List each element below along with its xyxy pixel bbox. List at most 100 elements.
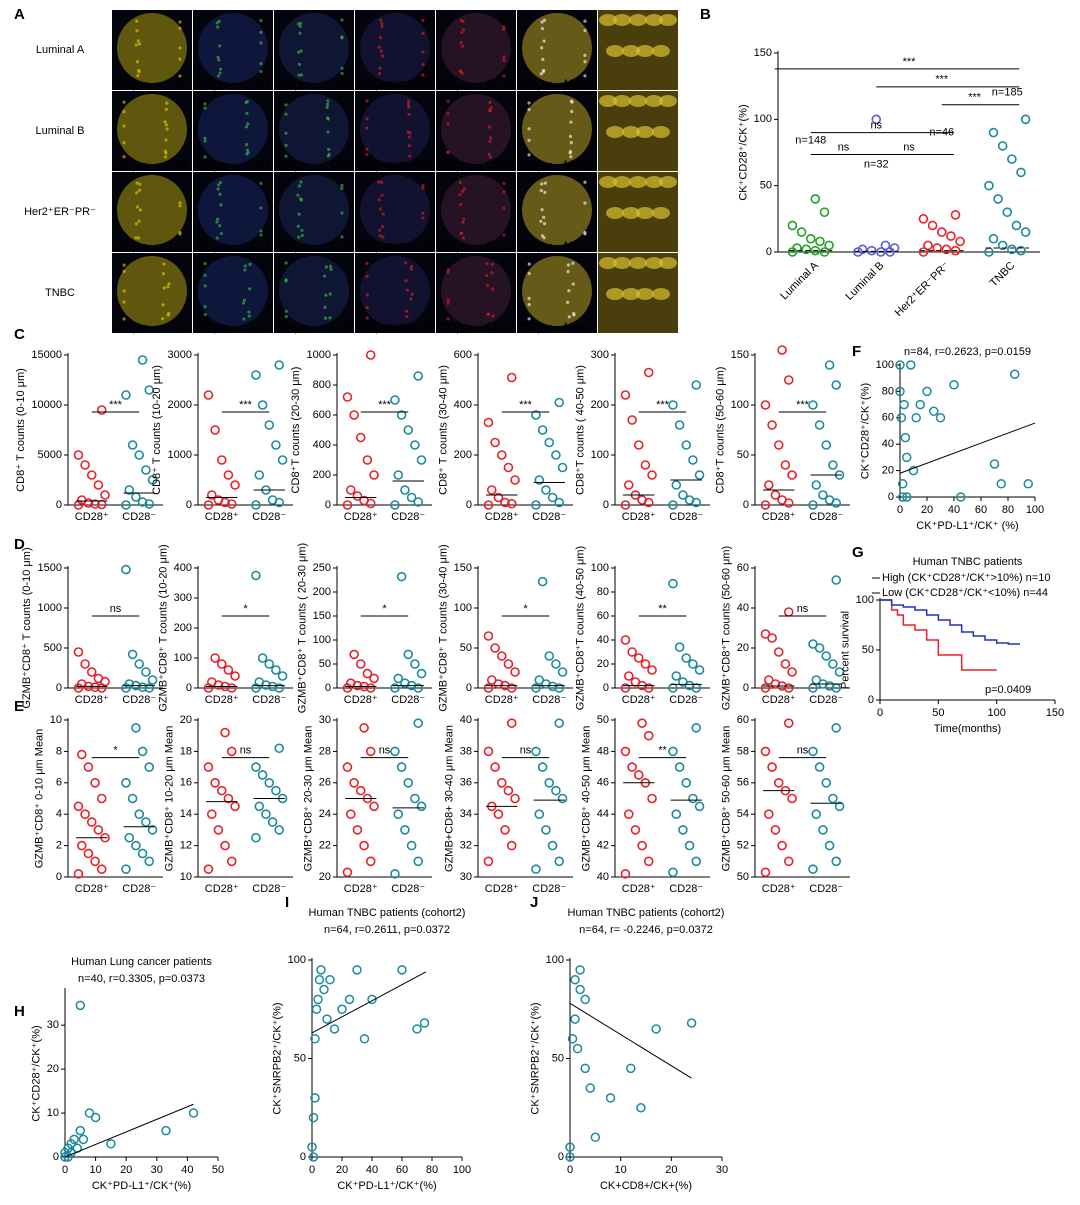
data-point bbox=[814, 762, 825, 772]
y-tick-label: 500 bbox=[44, 642, 62, 654]
cell-cluster bbox=[599, 257, 617, 269]
data-point bbox=[691, 380, 702, 390]
channel-label: CD8 bbox=[330, 240, 352, 252]
y-axis-label: CK⁺SNRPB2⁺/CK⁺(%) bbox=[529, 1002, 541, 1114]
cell-signal bbox=[404, 279, 408, 283]
data-point bbox=[106, 1139, 116, 1149]
cell-signal bbox=[248, 262, 252, 266]
tissue-core bbox=[522, 94, 592, 164]
cell-signal bbox=[297, 212, 301, 216]
cell-signal bbox=[446, 99, 450, 104]
channel-label: CD28 bbox=[486, 240, 514, 252]
y-tick-label: 100 bbox=[591, 449, 609, 461]
data-point bbox=[647, 665, 657, 675]
x-tick-label: 60 bbox=[975, 504, 987, 516]
data-point bbox=[226, 683, 237, 693]
data-point bbox=[355, 659, 366, 669]
cell-signal bbox=[459, 231, 464, 235]
data-point bbox=[902, 452, 912, 463]
cell-signal bbox=[219, 231, 223, 236]
cell-signal bbox=[218, 71, 222, 75]
cell-cluster bbox=[652, 45, 670, 57]
tissue-core bbox=[360, 13, 430, 83]
y-tick-label: 60 bbox=[597, 610, 609, 622]
data-point bbox=[365, 350, 376, 360]
cell-signal bbox=[502, 58, 506, 62]
y-tick-label: 0 bbox=[300, 1151, 306, 1163]
y-axis-label: CD8⁺T counts (20-30 μm) bbox=[290, 367, 302, 494]
cell-signal bbox=[571, 261, 575, 265]
cell-signal bbox=[215, 236, 219, 240]
data-point bbox=[127, 793, 138, 804]
y-tick-label: 50 bbox=[737, 449, 749, 461]
cell-signal bbox=[248, 287, 252, 291]
cell-signal bbox=[378, 66, 382, 70]
data-point bbox=[647, 793, 657, 804]
cell-cluster bbox=[606, 288, 624, 300]
y-tick-label: 44 bbox=[597, 808, 609, 820]
data-point bbox=[831, 856, 842, 867]
cell-signal bbox=[122, 289, 126, 293]
scale-bar-label: 200μm bbox=[357, 322, 391, 334]
channel-label: CD8 bbox=[330, 321, 352, 333]
significance-label: *** bbox=[519, 399, 533, 411]
cell-signal bbox=[378, 207, 383, 211]
data-point bbox=[818, 825, 828, 835]
cell-signal bbox=[571, 282, 575, 286]
data-point bbox=[808, 500, 818, 510]
cell-signal bbox=[137, 236, 141, 240]
data-point bbox=[147, 825, 158, 835]
y-tick-label: 8 bbox=[56, 745, 62, 757]
data-point bbox=[783, 375, 794, 385]
y-tick-label: 150 bbox=[313, 610, 331, 622]
cell-signal bbox=[244, 143, 249, 147]
cell-signal bbox=[365, 99, 369, 103]
cell-signal bbox=[407, 135, 411, 139]
data-point bbox=[760, 867, 771, 878]
cell-signal bbox=[446, 122, 450, 126]
y-tick-label: 28 bbox=[319, 745, 331, 757]
data-point bbox=[668, 400, 678, 410]
data-point bbox=[80, 460, 90, 470]
cell-signal bbox=[365, 147, 369, 151]
x-tick-label: 40 bbox=[366, 1164, 378, 1176]
data-point bbox=[310, 1093, 320, 1103]
cell-signal bbox=[485, 261, 489, 266]
data-point bbox=[121, 390, 131, 400]
cell-signal bbox=[527, 303, 531, 307]
significance-label: * bbox=[523, 603, 528, 615]
cell-signal bbox=[259, 206, 263, 210]
data-point bbox=[206, 490, 217, 500]
data-point bbox=[483, 631, 494, 641]
data-point bbox=[674, 762, 685, 772]
x-axis-label: CK⁺PD-L1⁺/CK⁺(%) bbox=[337, 1180, 436, 1192]
y-tick-label: 20 bbox=[319, 871, 331, 883]
data-point bbox=[396, 410, 407, 420]
data-point bbox=[96, 793, 107, 804]
x-tick-label: CD28⁻ bbox=[252, 511, 286, 523]
data-point bbox=[506, 840, 517, 851]
data-point bbox=[365, 683, 376, 693]
chart-subtitle: n=40, r=0.3305, p=0.0373 bbox=[78, 973, 205, 985]
data-point bbox=[271, 665, 281, 675]
data-point bbox=[678, 490, 688, 500]
data-point bbox=[274, 743, 285, 754]
data-point bbox=[828, 460, 838, 470]
data-point bbox=[801, 244, 811, 255]
cell-signal bbox=[297, 184, 302, 188]
cell-signal bbox=[284, 131, 288, 135]
channel-label: CK bbox=[175, 240, 191, 252]
cell-signal bbox=[404, 309, 409, 313]
cell-signal bbox=[162, 286, 166, 290]
data-point bbox=[314, 974, 325, 985]
tissue-core bbox=[279, 94, 349, 164]
data-point bbox=[264, 420, 275, 430]
cell-signal bbox=[406, 99, 411, 103]
cell-signal bbox=[569, 155, 573, 159]
data-point bbox=[188, 1108, 199, 1118]
tissue-core bbox=[441, 256, 511, 326]
data-point bbox=[780, 460, 791, 470]
y-tick-label: 200 bbox=[591, 399, 609, 411]
y-tick-label: 300 bbox=[591, 349, 609, 361]
y-tick-label: 150 bbox=[754, 47, 772, 59]
